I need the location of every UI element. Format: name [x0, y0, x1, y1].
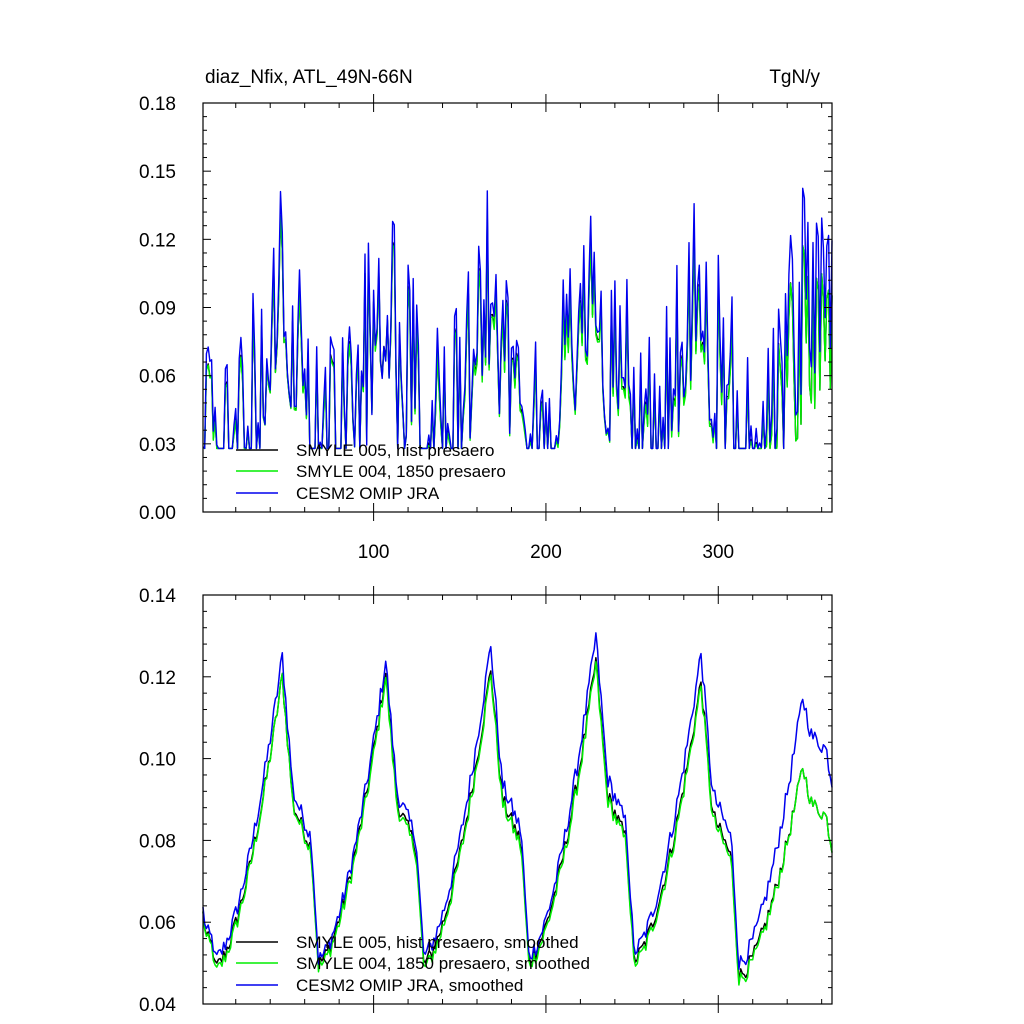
top-x-tick-label: 200 [530, 542, 562, 563]
top-legend-label-smyle005: SMYLE 005, hist presaero [296, 441, 494, 460]
bottom-y-tick-label: 0.06 [139, 913, 176, 934]
bottom-y-tick-label: 0.08 [139, 831, 176, 852]
top-y-tick-label: 0.00 [139, 503, 176, 524]
bottom-y-tick-label: 0.04 [139, 995, 176, 1016]
top-y-tick-label: 0.18 [139, 94, 176, 115]
top-x-tick-label: 100 [358, 542, 390, 563]
bottom-legend-label-cesm2: CESM2 OMIP JRA, smoothed [296, 976, 523, 995]
bottom-legend-label-smyle004: SMYLE 004, 1850 presaero, smoothed [296, 954, 590, 973]
top-chart-title: diaz_Nfix, ATL_49N-66N [205, 67, 413, 88]
bottom-y-tick-label: 0.10 [139, 750, 176, 771]
top-line-cesm2 [202, 187, 833, 450]
top-y-tick-label: 0.03 [139, 435, 176, 456]
top-panel: 0.00 0.03 0.06 0.09 0.12 0.15 0.18 100 200 300 d… [139, 67, 833, 563]
bottom-line-smyle004 [202, 661, 833, 986]
bottom-axis-ticks [203, 586, 832, 1013]
top-y-tick-label: 0.15 [139, 162, 176, 183]
top-legend-label-cesm2: CESM2 OMIP JRA [296, 484, 440, 503]
top-series-lines [202, 187, 833, 450]
top-x-tick-label: 300 [702, 542, 734, 563]
bottom-panel: 0.04 0.06 0.08 0.10 0.12 0.14 SMYLE 005, hist… [139, 586, 833, 1016]
bottom-series-lines [202, 632, 833, 986]
bottom-y-tick-label: 0.14 [139, 586, 176, 607]
top-y-tick-label: 0.06 [139, 367, 176, 388]
top-legend-label-smyle004: SMYLE 004, 1850 presaero [296, 462, 506, 481]
bottom-line-cesm2 [202, 632, 833, 970]
top-axis-ticks [203, 94, 832, 521]
top-x-tick-labels: 100 200 300 [358, 542, 734, 563]
bottom-y-tick-labels: 0.04 0.06 0.08 0.10 0.12 0.14 [139, 586, 176, 1016]
bottom-legend-label-smyle005: SMYLE 005, hist presaero, smoothed [296, 933, 579, 952]
top-y-tick-label: 0.09 [139, 299, 176, 320]
top-units-label: TgN/y [769, 67, 820, 88]
bottom-y-tick-label: 0.12 [139, 668, 176, 689]
top-legend: SMYLE 005, hist presaero SMYLE 004, 1850… [236, 441, 506, 503]
top-y-tick-labels: 0.00 0.03 0.06 0.09 0.12 0.15 0.18 [139, 94, 176, 524]
bottom-plot-frame [202, 594, 833, 1005]
top-y-tick-label: 0.12 [139, 230, 176, 251]
bottom-legend: SMYLE 005, hist presaero, smoothed SMYLE… [236, 933, 590, 995]
